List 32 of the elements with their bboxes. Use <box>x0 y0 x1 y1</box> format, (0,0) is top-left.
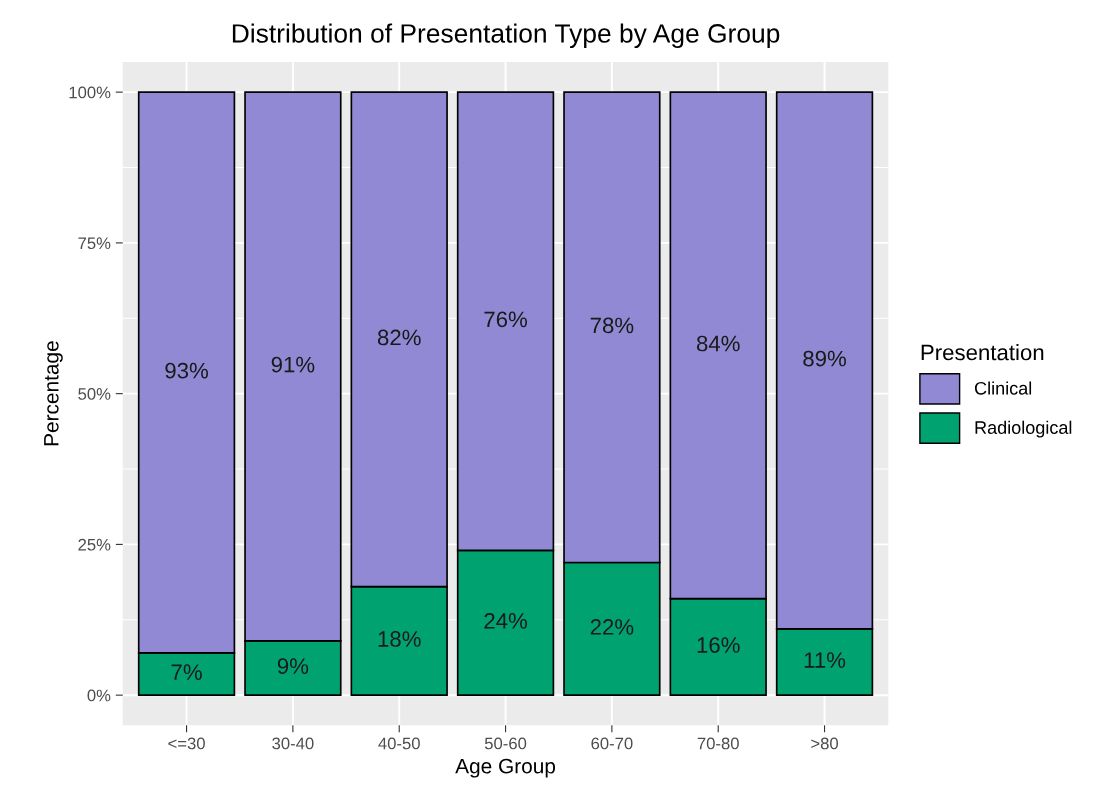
data-label: 84% <box>696 335 740 352</box>
x-tick-label: 50-60 <box>484 737 527 750</box>
legend-label: Clinical <box>974 381 1032 395</box>
y-tick-label: 75% <box>78 237 111 250</box>
data-label: 78% <box>590 317 634 334</box>
legend-title: Presentation <box>921 344 1044 361</box>
y-tick-label: 100% <box>69 86 111 99</box>
x-tick-label: 70-80 <box>697 737 739 750</box>
y-tick-label: 0% <box>87 689 111 702</box>
data-label: 82% <box>377 329 421 346</box>
x-axis-title: Age Group <box>455 758 556 778</box>
y-tick-label: 25% <box>78 538 111 551</box>
y-tick-label: 50% <box>78 388 111 400</box>
data-label: 16% <box>697 637 740 653</box>
x-tick-label: 60-70 <box>591 737 633 750</box>
data-label: 24% <box>484 613 527 629</box>
data-label: 76% <box>484 311 527 328</box>
data-label: 91% <box>271 356 315 373</box>
x-tick-label: 40-50 <box>378 737 420 750</box>
data-label: 7% <box>171 664 202 680</box>
data-label: 9% <box>277 658 309 674</box>
x-tick-label: 30-40 <box>272 737 314 750</box>
data-label: 18% <box>378 631 421 647</box>
data-label: 11% <box>804 652 846 668</box>
legend-label: Radiological <box>975 420 1072 438</box>
x-tick-label: <=30 <box>168 737 205 750</box>
chart-title: Distribution of Presentation Type by Age Group <box>232 23 780 49</box>
x-tick-label: >80 <box>811 737 839 750</box>
data-label: 89% <box>803 350 846 367</box>
y-axis-title: Percentage <box>44 341 63 446</box>
data-label: 22% <box>590 619 634 635</box>
data-label: 93% <box>165 362 209 379</box>
